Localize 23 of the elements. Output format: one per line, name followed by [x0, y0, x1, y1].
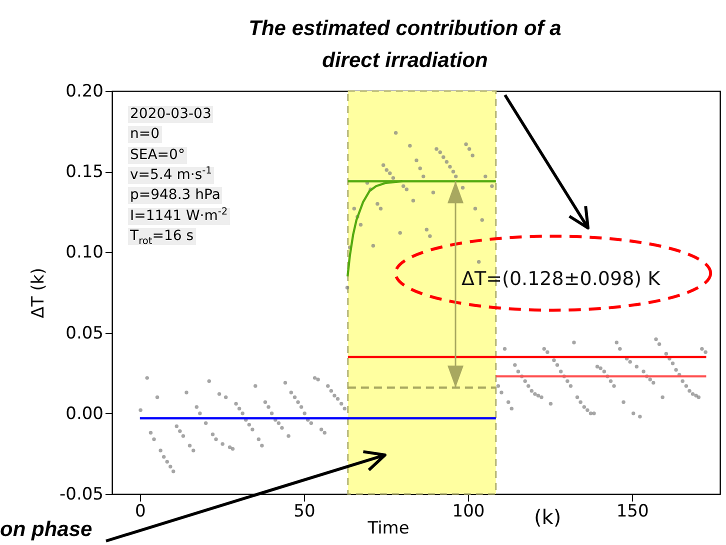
- x-tick-label: 0: [134, 502, 146, 522]
- annotation: SEA=0°: [128, 146, 187, 164]
- y-tick-label: 0.05: [66, 323, 104, 344]
- y-tick-label: -0.05: [60, 484, 104, 504]
- annotation: 2020-03-03: [128, 106, 214, 123]
- annotation: T$_{rot}$=16 s: [128, 228, 196, 247]
- y-tick-label: 0.00: [66, 404, 104, 424]
- annotation: v=5.4 m·s$^{-1}$: [128, 165, 214, 184]
- x-tick-label: 100: [452, 502, 485, 522]
- y-tick-label: 0.20: [66, 82, 104, 102]
- annotation: n=0: [128, 126, 162, 144]
- annotation: ΔT=(0.128±0.098) K: [462, 268, 661, 290]
- x-tick-label: 150: [616, 502, 649, 522]
- x-tick-label: 50: [294, 502, 316, 522]
- text: The estimated contribution of a direct irradiation: [248, 16, 562, 74]
- y-axis-title: ΔT (k): [28, 268, 49, 318]
- text: (k): [533, 505, 562, 529]
- y-tick-label: 0.15: [66, 162, 104, 182]
- y-tick-label: 0.10: [66, 242, 104, 263]
- text: on phase: [0, 518, 92, 542]
- annotation: I=1141 W·m$^{-2}$: [128, 206, 230, 224]
- x-axis-title: Time: [366, 518, 410, 538]
- annotation: p=948.3 hPa: [128, 187, 222, 204]
